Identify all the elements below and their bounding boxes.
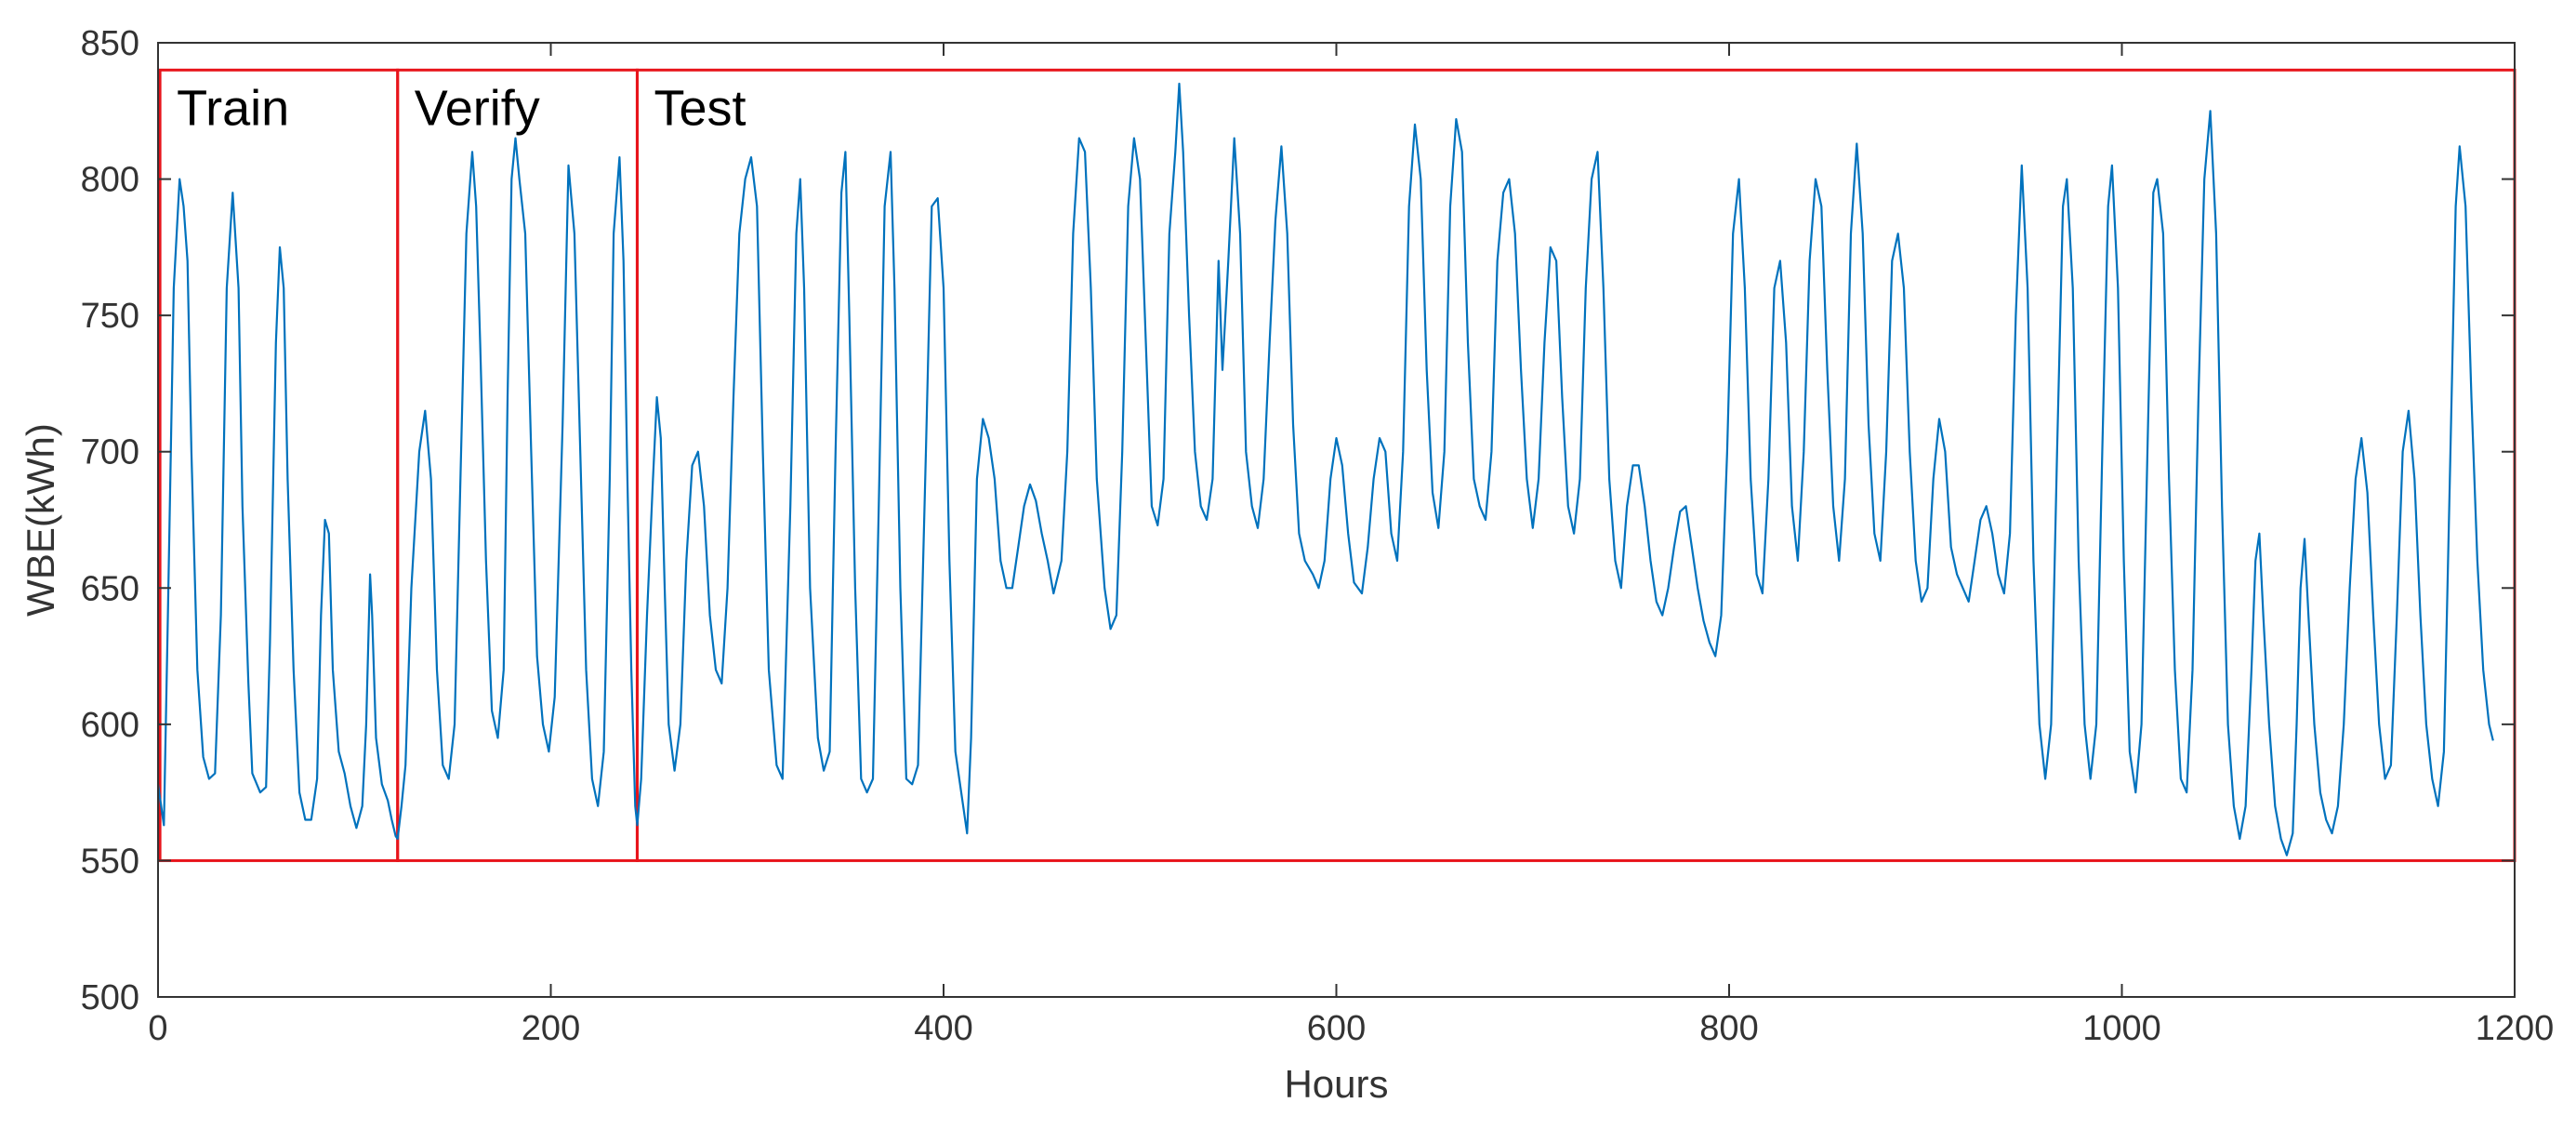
y-tick-label: 550: [81, 842, 139, 881]
region-label-test: Test: [654, 80, 746, 136]
x-tick-label: 600: [1307, 1009, 1366, 1048]
y-axis: 500 550 600 650 700 750 800 850: [81, 24, 2515, 1017]
y-tick-label: 800: [81, 161, 139, 200]
x-tick-label: 0: [148, 1009, 167, 1048]
x-tick-label: 1200: [2476, 1009, 2555, 1048]
y-axis-title: WBE(kWh): [19, 423, 62, 617]
y-tick-label: 650: [81, 569, 139, 608]
y-tick-label: 600: [81, 706, 139, 745]
plot-background: [158, 43, 2515, 997]
y-tick-label: 850: [81, 24, 139, 63]
x-axis-title: Hours: [1284, 1062, 1388, 1106]
x-tick-label: 400: [914, 1009, 972, 1048]
series-layer: [156, 82, 2494, 857]
x-tick-label: 200: [522, 1009, 580, 1048]
x-tick-label: 800: [1699, 1009, 1758, 1048]
series-line-0: [156, 82, 2494, 857]
y-tick-label: 700: [81, 433, 139, 472]
y-tick-label: 500: [81, 978, 139, 1017]
x-axis: 0 200 400 600 800 1000 1200: [148, 43, 2554, 1048]
region-label-train: Train: [177, 80, 289, 136]
region-labels: Train Verify Test: [177, 80, 746, 136]
region-label-verify: Verify: [415, 80, 540, 136]
x-tick-label: 1000: [2082, 1009, 2161, 1048]
y-tick-label: 750: [81, 297, 139, 336]
